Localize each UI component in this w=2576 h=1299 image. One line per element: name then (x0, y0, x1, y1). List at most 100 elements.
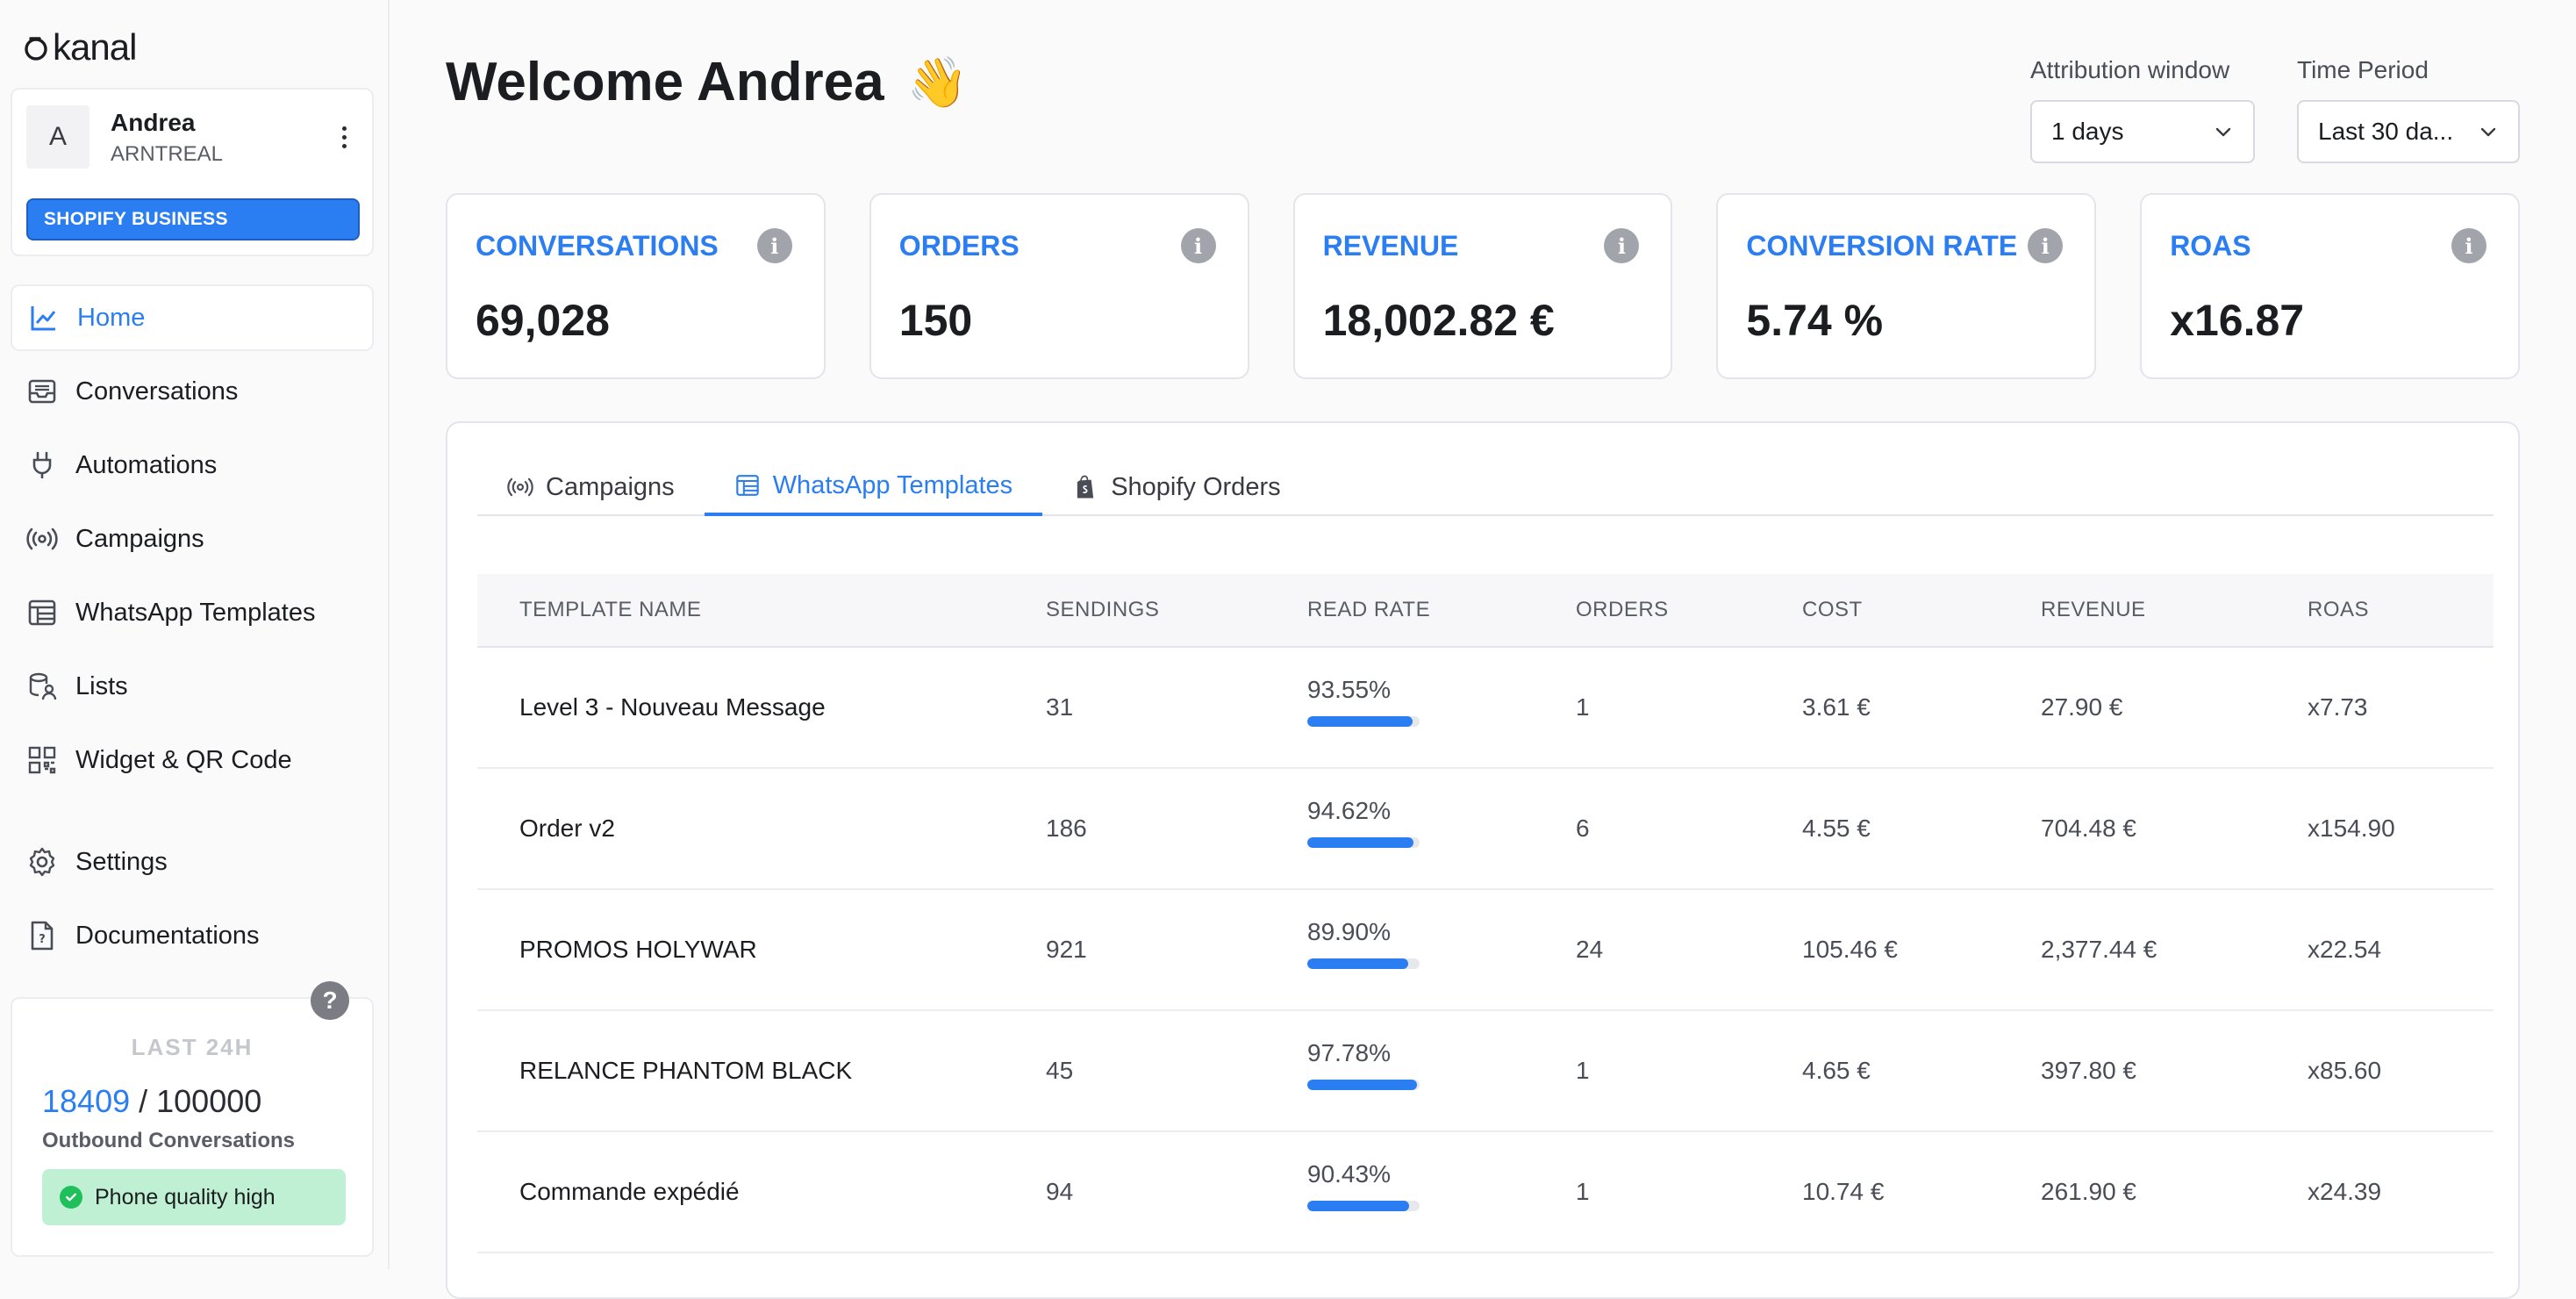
revenue: 261.90 € (2041, 1178, 2136, 1205)
template-icon (28, 599, 56, 626)
avatar: A (26, 105, 89, 169)
cost: 4.55 € (1802, 815, 1871, 842)
read-rate-fill (1307, 1201, 1409, 1211)
waving-hand-emoji: 👋 (906, 54, 969, 110)
sidebar-item-conversations[interactable]: Conversations (11, 358, 374, 425)
kanal-logo[interactable]: kanal (23, 26, 137, 68)
tab-bar: Campaigns WhatsApp Templates Shopify Ord… (477, 458, 2494, 516)
info-icon[interactable]: i (1604, 228, 1640, 263)
sidebar-item-label: Widget & QR Code (75, 745, 292, 774)
roas: x154.90 (2308, 815, 2395, 842)
column-header-template-name[interactable]: TEMPLATE NAME (519, 598, 702, 621)
info-icon[interactable]: i (2451, 228, 2487, 263)
account-store: ARNTREAL (111, 142, 224, 166)
sidebar-item-label: Campaigns (75, 524, 204, 553)
cost: 105.46 € (1802, 936, 1898, 963)
cost: 4.65 € (1802, 1057, 1871, 1084)
orders: 1 (1576, 1057, 1590, 1084)
sidebar-item-label: Home (77, 303, 146, 332)
inbox-icon (28, 379, 56, 404)
sendings: 921 (1046, 936, 1087, 963)
read-rate-bar (1307, 958, 1420, 969)
phone-quality-badge: Phone quality high (42, 1169, 346, 1225)
tab-whatsapp-templates[interactable]: WhatsApp Templates (704, 458, 1043, 516)
usage-used: 18409 (42, 1083, 131, 1119)
usage-separator: / (130, 1083, 157, 1119)
cost: 3.61 € (1802, 693, 1871, 721)
revenue: 2,377.44 € (2041, 936, 2157, 963)
kpi-row: CONVERSATIONS i 69,028 ORDERS i 150 REVE… (446, 193, 2520, 379)
table-row[interactable]: Commande expédié 94 90.43% 1 10.74 € 261… (477, 1132, 2494, 1253)
kpi-card-conversations: CONVERSATIONS i 69,028 (446, 193, 826, 379)
plan-button[interactable]: SHOPIFY BUSINESS (26, 198, 360, 240)
sendings: 186 (1046, 815, 1087, 842)
help-icon[interactable]: ? (311, 981, 349, 1020)
broadcast-icon (507, 477, 533, 497)
column-header-orders[interactable]: ORDERS (1576, 598, 1669, 621)
sidebar-item-settings[interactable]: Settings (11, 829, 374, 895)
roas: x24.39 (2308, 1178, 2382, 1205)
column-header-roas[interactable]: ROAS (2308, 598, 2370, 621)
tab-campaigns[interactable]: Campaigns (477, 458, 705, 516)
orders: 1 (1576, 693, 1590, 721)
sidebar-item-automations[interactable]: Automations (11, 432, 374, 499)
kpi-card-conversion-rate: CONVERSION RATE i 5.74 % (1716, 193, 2097, 379)
roas: x22.54 (2308, 936, 2382, 963)
time-period-select[interactable]: Last 30 da... (2297, 100, 2520, 163)
sidebar-item-home[interactable]: Home (11, 284, 374, 351)
page-title: Welcome Andrea 👋 (446, 51, 968, 113)
welcome-text: Welcome Andrea (446, 52, 884, 112)
kpi-label: REVENUE (1322, 230, 1459, 262)
info-icon[interactable]: i (1180, 228, 1216, 263)
orders: 24 (1576, 936, 1604, 963)
usage-title: LAST 24H (131, 1034, 254, 1060)
read-rate-fill (1307, 716, 1413, 727)
account-menu-icon[interactable] (337, 119, 351, 154)
sidebar-item-widget-qr[interactable]: Widget & QR Code (11, 727, 374, 793)
sidebar-item-label: WhatsApp Templates (75, 598, 316, 627)
read-rate-fill (1307, 1080, 1418, 1090)
attribution-window-select[interactable]: 1 days (2030, 100, 2255, 163)
template-name: Level 3 - Nouveau Message (519, 693, 826, 721)
database-user-icon (29, 672, 57, 700)
tab-shopify-orders[interactable]: Shopify Orders (1042, 458, 1310, 516)
column-header-sendings[interactable]: SENDINGS (1046, 598, 1160, 621)
info-icon[interactable]: i (2028, 228, 2064, 263)
sidebar-item-label: Documentations (75, 921, 260, 950)
kpi-value: 69,028 (476, 296, 610, 345)
broadcast-icon (26, 527, 58, 550)
chevron-down-icon (2215, 127, 2231, 137)
table-row[interactable]: Level 3 - Nouveau Message 31 93.55% 1 3.… (477, 648, 2494, 769)
sidebar-item-whatsapp-templates[interactable]: WhatsApp Templates (11, 579, 374, 646)
orders: 6 (1576, 815, 1590, 842)
read-rate-value: 90.43% (1307, 1160, 1391, 1188)
phone-quality-text: Phone quality high (95, 1184, 275, 1209)
sidebar-item-label: Lists (75, 671, 128, 700)
plug-icon (32, 451, 52, 478)
sidebar-item-campaigns[interactable]: Campaigns (11, 506, 374, 572)
kpi-value: 150 (898, 296, 973, 345)
table-row[interactable]: PROMOS HOLYWAR 921 89.90% 24 105.46 € 2,… (477, 890, 2494, 1011)
sidebar: kanal A Andrea ARNTREAL SHOPIFY BUSINESS… (0, 0, 390, 1269)
sidebar-item-documentations[interactable]: ? Documentations (11, 902, 374, 969)
table-row[interactable]: Order v2 186 94.62% 6 4.55 € 704.48 € x1… (477, 769, 2494, 890)
tab-label: Shopify Orders (1111, 472, 1281, 501)
kpi-value: x16.87 (2170, 296, 2305, 345)
kpi-value: 5.74 % (1746, 296, 1884, 345)
sidebar-item-label: Conversations (75, 377, 239, 405)
revenue: 704.48 € (2041, 815, 2136, 842)
template-name: Commande expédié (519, 1178, 740, 1205)
account-name: Andrea (111, 109, 196, 136)
column-header-revenue[interactable]: REVENUE (2041, 598, 2146, 621)
time-period-value: Last 30 da... (2318, 118, 2454, 145)
usage-count: 18409 / 100000 (42, 1083, 261, 1120)
table-row[interactable]: RELANCE PHANTOM BLACK 45 97.78% 1 4.65 €… (477, 1011, 2494, 1132)
template-name: PROMOS HOLYWAR (519, 936, 757, 963)
info-icon[interactable]: i (756, 228, 792, 263)
logo-text: kanal (53, 26, 137, 68)
read-rate: 93.55% (1307, 676, 1420, 727)
sidebar-item-lists[interactable]: Lists (11, 653, 374, 720)
column-header-read-rate[interactable]: READ RATE (1307, 598, 1431, 621)
column-header-cost[interactable]: COST (1802, 598, 1863, 621)
template-name: RELANCE PHANTOM BLACK (519, 1057, 853, 1084)
